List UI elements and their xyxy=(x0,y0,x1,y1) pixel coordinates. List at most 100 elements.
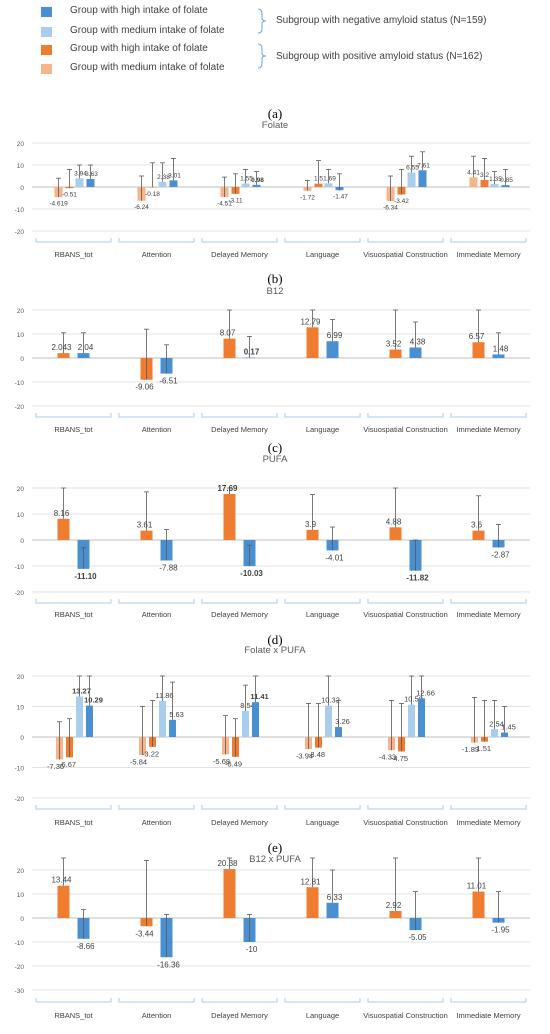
data-label: 17.69 xyxy=(217,484,238,493)
bar xyxy=(169,180,178,187)
data-label: -3.22 xyxy=(142,749,159,758)
category-label: Language xyxy=(306,1011,339,1020)
category-bracket xyxy=(450,805,527,810)
category-bracket xyxy=(118,998,195,1003)
category-bracket xyxy=(367,413,444,418)
y-tick-label: 0 xyxy=(20,538,24,545)
data-label: -6.24 xyxy=(134,204,149,211)
data-label: -6.49 xyxy=(225,759,242,768)
category-bracket xyxy=(118,599,195,604)
bar xyxy=(158,181,167,187)
chart-title: Folate x PUFA xyxy=(244,645,306,656)
data-label: 3.6 xyxy=(471,521,483,530)
legend-label: Group with high intake of folate xyxy=(70,5,208,16)
data-label: -1.83 xyxy=(462,745,479,754)
data-label: 2.04 xyxy=(78,343,94,352)
category-label: RBANS_tot xyxy=(54,1011,93,1020)
data-label: 3.61 xyxy=(137,521,153,530)
category-label: Delayed Memory xyxy=(211,1011,268,1020)
category-bracket xyxy=(35,238,112,243)
data-label: -2.87 xyxy=(491,550,510,559)
category-bracket xyxy=(201,599,278,604)
bar xyxy=(501,732,508,737)
bar xyxy=(469,177,478,187)
data-label: 20.38 xyxy=(217,859,238,868)
panel-letter-d: (d) xyxy=(267,632,283,647)
bar xyxy=(86,179,95,187)
data-label: -4.619 xyxy=(49,201,68,208)
legend-brackets xyxy=(257,8,267,69)
data-label: -10 xyxy=(246,945,258,954)
data-label: 2.92 xyxy=(386,901,402,910)
bar xyxy=(243,357,256,359)
y-tick-label: 10 xyxy=(17,332,25,339)
bar xyxy=(326,902,339,918)
data-label: 10.32 xyxy=(321,696,340,705)
category-label: Delayed Memory xyxy=(211,818,268,827)
data-label: 11.41 xyxy=(250,692,268,701)
data-label: 8.07 xyxy=(220,329,236,338)
y-tick-label: 20 xyxy=(17,141,25,148)
bar xyxy=(86,705,93,737)
bar xyxy=(314,183,323,187)
legend: Group with high intake of folate Group w… xyxy=(0,0,550,100)
y-tick-label: 0 xyxy=(20,356,24,363)
bar xyxy=(242,710,249,737)
category-label: Immediate Memory xyxy=(456,818,520,827)
chart-pufa: PUFA-20-10010208.163.6117.69*3.94.883.6-… xyxy=(15,454,530,619)
bar xyxy=(77,353,90,358)
bar xyxy=(241,183,250,187)
category-label: Visuospatial Construction xyxy=(363,425,448,434)
category-label: Language xyxy=(306,610,339,619)
chart-folate: Folate -20 -10 0 10 20 -4.619 -6.24 -4.51 -1.72 -6… xyxy=(15,120,530,259)
bar xyxy=(472,530,485,540)
data-label: 12.79 xyxy=(300,317,321,326)
legend-swatch xyxy=(41,45,52,55)
category-bracket xyxy=(118,238,195,243)
data-label: -3.44 xyxy=(135,929,154,938)
data-label: -9.06 xyxy=(135,383,154,392)
bar xyxy=(324,183,333,187)
bar xyxy=(57,353,70,358)
bar xyxy=(306,327,319,358)
data-label: -6.34 xyxy=(383,204,398,211)
data-label: 1.35 xyxy=(489,176,502,183)
category-bracket xyxy=(450,599,527,604)
category-label: Visuospatial Construction xyxy=(363,818,448,827)
data-label: 1.48 xyxy=(493,344,509,353)
legend-label: Group with medium intake of folate xyxy=(70,25,225,36)
data-label: 3.01 xyxy=(168,172,181,179)
category-bracket xyxy=(118,413,195,418)
y-tick-label: -30 xyxy=(15,988,25,995)
data-label: 5.63 xyxy=(169,710,184,719)
bar xyxy=(57,518,70,540)
y-tick-label: -10 xyxy=(15,940,25,947)
y-tick-label: 0 xyxy=(20,185,24,192)
data-label: -1.47 xyxy=(333,194,348,201)
category-label: Visuospatial Construction xyxy=(363,1011,448,1020)
data-label: -1.51 xyxy=(474,744,491,753)
data-label: -4.51 xyxy=(217,200,232,207)
panel-letter-e: (e) xyxy=(267,840,283,855)
data-label: -7.36 xyxy=(47,762,64,771)
category-bracket xyxy=(367,599,444,604)
data-label: 11.01 xyxy=(467,882,487,891)
data-label: -6.51 xyxy=(159,377,178,386)
category-bracket xyxy=(201,998,278,1003)
data-label: 3.2 xyxy=(480,172,489,179)
bar xyxy=(418,170,427,187)
y-tick-label: 0 xyxy=(20,735,24,742)
y-tick-label: -10 xyxy=(15,766,25,773)
data-label: 3.9 xyxy=(305,520,317,529)
y-tick-label: -10 xyxy=(15,380,25,387)
data-label: -16.36 xyxy=(157,960,180,969)
bar xyxy=(252,702,259,737)
data-label: 10.58 xyxy=(404,695,423,704)
category-label: RBANS_tot xyxy=(54,610,93,619)
category-label: Language xyxy=(306,250,339,259)
category-bracket xyxy=(450,413,527,418)
y-tick-label: 20 xyxy=(17,308,25,315)
data-label: 1.5 xyxy=(314,176,323,183)
y-tick-label: 20 xyxy=(17,674,25,681)
panel-letter-c: (c) xyxy=(267,440,283,455)
